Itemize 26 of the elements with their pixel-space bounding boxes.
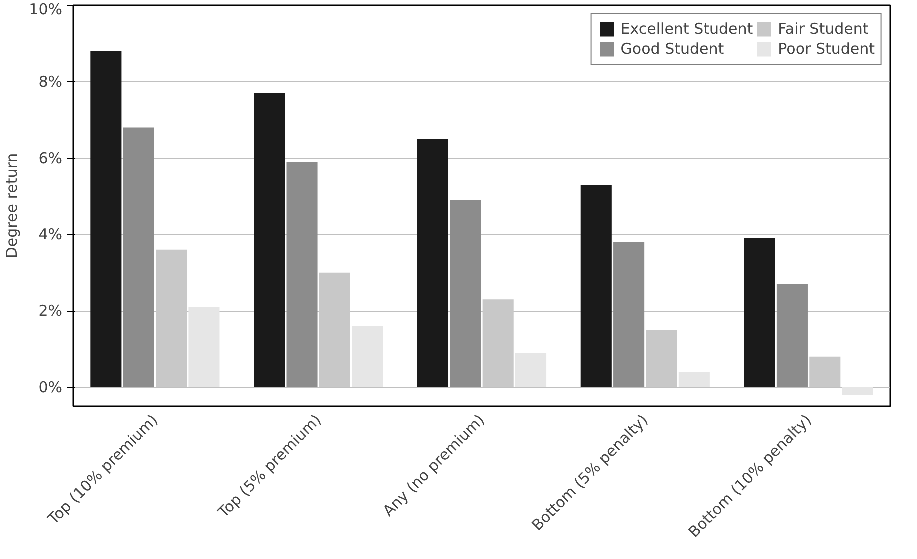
y-tick-label: 4% bbox=[38, 226, 62, 244]
bar bbox=[515, 353, 547, 388]
bar bbox=[744, 238, 776, 388]
y-tick-label: 10% bbox=[29, 0, 63, 18]
y-tick-label: 8% bbox=[38, 72, 62, 91]
bar bbox=[123, 128, 154, 388]
legend-label: Good Student bbox=[620, 40, 724, 58]
bar bbox=[188, 307, 220, 388]
bar bbox=[417, 139, 449, 388]
bar bbox=[352, 326, 384, 388]
y-tick-label: 6% bbox=[38, 149, 62, 168]
bar bbox=[580, 184, 612, 388]
bar bbox=[254, 93, 286, 388]
y-axis-title: Degree return bbox=[3, 153, 22, 259]
bar bbox=[614, 242, 645, 388]
legend-label: Excellent Student bbox=[620, 20, 754, 38]
bar bbox=[286, 162, 318, 388]
legend-label: Fair Student bbox=[778, 20, 869, 38]
bar bbox=[90, 51, 122, 388]
legend-label: Poor Student bbox=[778, 40, 875, 58]
y-tick-label: 2% bbox=[38, 302, 62, 320]
bar bbox=[842, 387, 874, 396]
bar bbox=[776, 284, 808, 388]
bar bbox=[450, 200, 482, 388]
y-tick-label: 0% bbox=[38, 378, 62, 396]
bar bbox=[678, 372, 710, 388]
